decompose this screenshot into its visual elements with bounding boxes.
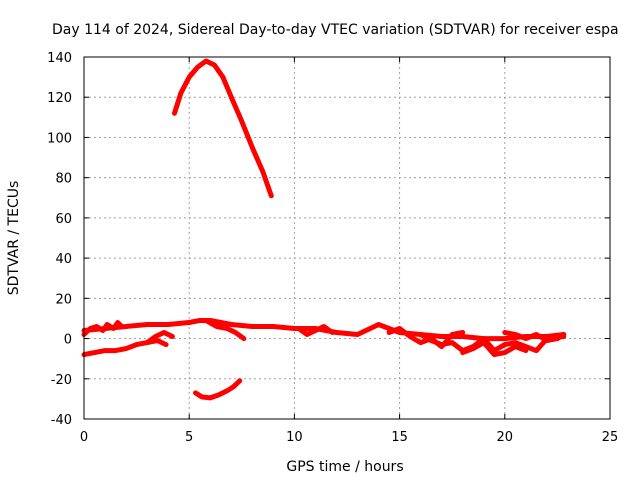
y-tick-label: -40 [51, 413, 72, 428]
y-tick-label: 40 [55, 252, 72, 267]
series-line-arc-loop-d [386, 326, 466, 350]
x-tick-label: 20 [497, 430, 514, 445]
series-line-arc-loop-b [203, 318, 247, 342]
series-line-arc-loop-a [144, 330, 175, 346]
series-line-arc-loop-e [418, 332, 567, 354]
series-line-arc-low [193, 378, 243, 401]
y-tick-label: 140 [47, 51, 72, 66]
x-tick-label: 0 [80, 430, 88, 445]
y-tick-label: 60 [55, 212, 72, 227]
y-tick-label: 80 [55, 172, 72, 187]
grid-layer [84, 57, 610, 419]
x-tick-label: 5 [185, 430, 193, 445]
y-axis-title: SDTVAR / TECUs [6, 181, 22, 296]
tick-layer: 0 5 10 15 20 25 -40 -20 0 20 40 60 80 100 120 140 [47, 51, 618, 445]
x-tick-label: 10 [286, 430, 303, 445]
y-tick-label: -20 [51, 373, 72, 388]
series-line-arc-loop-c [296, 324, 335, 337]
y-tick-label: 120 [47, 91, 72, 106]
x-tick-label: 25 [602, 430, 619, 445]
plot-frame [83, 56, 611, 420]
series-line-arc-loop-g [502, 330, 567, 344]
series-layer [81, 58, 567, 401]
x-tick-label: 15 [391, 430, 408, 445]
y-tick-label: 0 [64, 333, 72, 348]
chart-title: Day 114 of 2024, Sidereal Day-to-day VTE… [52, 22, 619, 38]
series-line-arc-loop-f [460, 340, 529, 358]
y-tick-label: 100 [47, 131, 72, 146]
x-axis-title: GPS time / hours [286, 459, 403, 475]
y-tick-label: 20 [55, 292, 72, 307]
series-line-arc-early-lower [81, 338, 169, 358]
series-line-arc-high [172, 58, 274, 199]
